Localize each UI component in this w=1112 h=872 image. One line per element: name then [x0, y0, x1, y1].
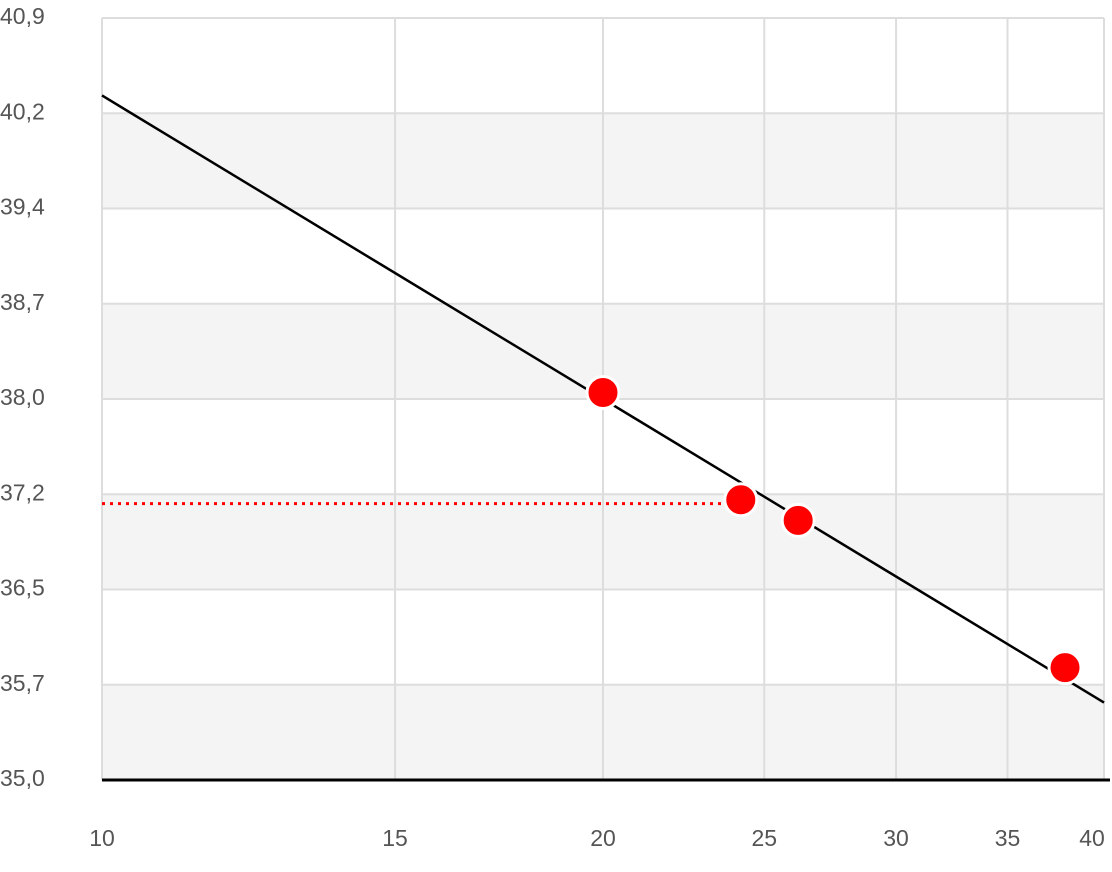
- point: [780, 502, 816, 538]
- x-tick-label: 35: [995, 825, 1021, 851]
- x-tick-label: 20: [590, 825, 616, 851]
- y-tick-label: 37,2: [0, 479, 45, 505]
- y-tick-label: 35,7: [0, 670, 45, 696]
- x-tick-label: 10: [89, 825, 115, 851]
- x-tick-label: 30: [883, 825, 909, 851]
- y-tick-label: 40,2: [0, 98, 45, 124]
- x-tick-label: 40: [1079, 825, 1105, 851]
- y-tick-label: 38,7: [0, 289, 45, 315]
- y-tick-label: 35,0: [0, 765, 45, 791]
- point: [723, 482, 759, 518]
- y-tick-label: 38,0: [0, 384, 45, 410]
- x-tick-label: 25: [751, 825, 777, 851]
- x-tick-label: 15: [382, 825, 408, 851]
- y-tick-label: 36,5: [0, 575, 45, 601]
- y-tick-label: 39,4: [0, 194, 45, 220]
- y-tick-label: 40,9: [0, 3, 45, 29]
- point: [1047, 650, 1083, 686]
- point: [585, 375, 621, 411]
